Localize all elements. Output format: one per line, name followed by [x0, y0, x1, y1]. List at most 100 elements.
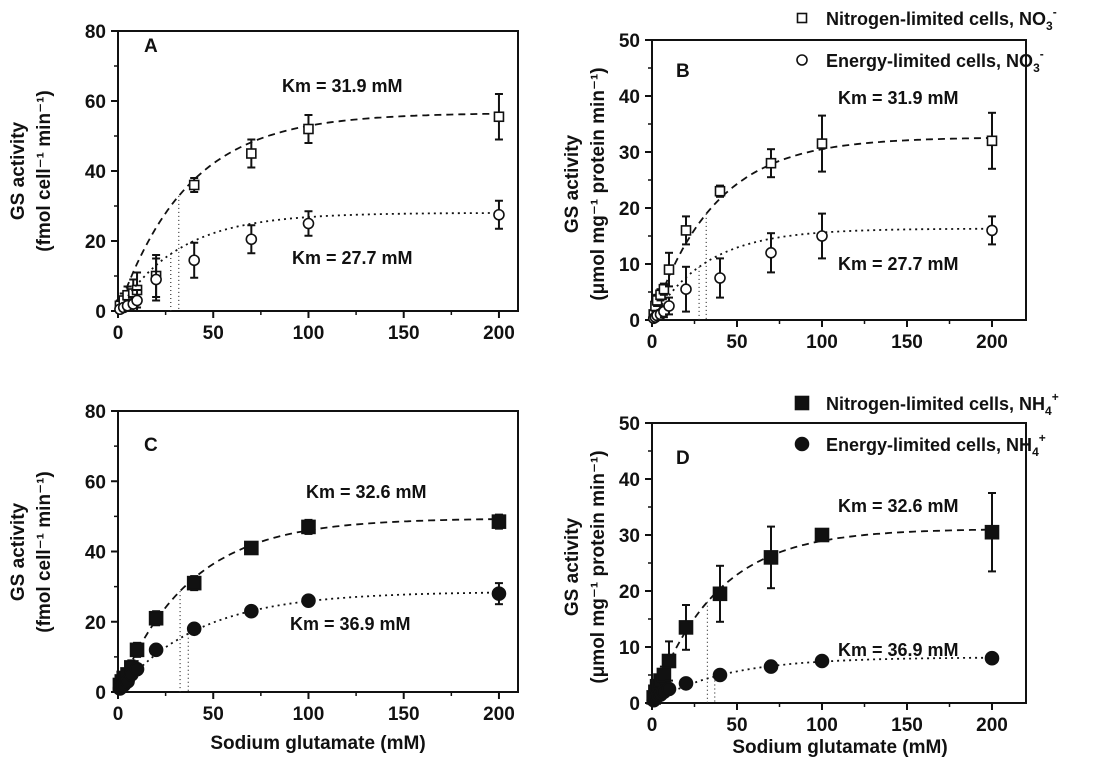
series-energy-limited — [112, 582, 507, 696]
data-point — [656, 667, 672, 683]
series-nitrogen-limited — [114, 93, 505, 312]
y-tick-label: 60 — [85, 472, 106, 493]
km-annotation: Km = 31.9 mM — [282, 76, 403, 96]
x-tick-label: 0 — [647, 332, 658, 353]
data-point — [148, 642, 164, 658]
km-annotation: Km = 27.7 mM — [838, 254, 959, 274]
y-tick-label: 40 — [85, 543, 106, 564]
data-point — [302, 217, 315, 230]
data-point — [661, 681, 677, 697]
data-point — [661, 653, 677, 669]
data-point — [186, 575, 202, 591]
series-nitrogen-limited — [112, 513, 507, 693]
y-axis-title: GS activity — [8, 502, 29, 601]
km-annotation: Km = 27.7 mM — [292, 248, 413, 268]
legend-marker — [794, 395, 810, 411]
data-point — [814, 653, 830, 669]
y-tick-label: 80 — [85, 402, 106, 423]
data-point — [680, 283, 692, 296]
data-point — [493, 208, 505, 221]
data-point — [129, 642, 145, 658]
x-tick-label: 0 — [113, 704, 124, 725]
panel-letter: B — [676, 61, 690, 82]
data-point — [246, 148, 257, 159]
data-point — [491, 586, 507, 601]
x-tick-label: 150 — [891, 332, 923, 353]
y-axis-title: GS activity — [562, 517, 583, 616]
km-annotation: Km = 31.9 mM — [838, 88, 959, 108]
y-axis-unit: (μmol mg⁻¹ protein min⁻¹) — [588, 450, 609, 683]
x-tick-label: 200 — [976, 715, 1008, 736]
data-point — [714, 272, 726, 284]
x-tick-label: 100 — [293, 704, 325, 725]
km-annotation: Km = 32.6 mM — [306, 482, 427, 502]
x-axis-title: Sodium glutamate (mM) — [210, 733, 425, 754]
x-tick-label: 150 — [388, 323, 420, 344]
series-energy-limited — [114, 199, 505, 316]
series-energy-limited — [647, 212, 998, 325]
legend-marker — [796, 54, 808, 66]
km-annotation: Km = 36.9 mM — [838, 640, 959, 660]
y-tick-label: 20 — [619, 582, 640, 603]
plot-frame — [117, 410, 519, 693]
y-tick-label: 30 — [619, 526, 640, 547]
y-tick-label: 20 — [85, 232, 106, 253]
data-point — [765, 247, 777, 259]
data-point — [984, 650, 1000, 666]
data-point — [131, 294, 143, 307]
data-point — [986, 224, 998, 237]
y-tick-label: 50 — [619, 414, 640, 435]
data-point — [658, 283, 670, 295]
panel-letter: A — [144, 36, 158, 57]
data-point — [678, 676, 694, 691]
x-tick-label: 150 — [388, 704, 420, 725]
chart-panel-c: 0 50 100 150 200 0 20 40 60 80 GS activity (fmol ce… — [8, 402, 519, 754]
data-point — [814, 527, 830, 543]
data-point — [301, 593, 316, 608]
legend-label: Energy-limited cells, NO3- — [826, 47, 1044, 75]
data-point — [663, 264, 675, 275]
legend-label: Nitrogen-limited cells, NH4+ — [826, 390, 1059, 418]
x-tick-label: 50 — [203, 704, 224, 725]
y-tick-label: 60 — [85, 92, 106, 113]
x-tick-label: 100 — [806, 715, 838, 736]
plot-frame — [651, 39, 1027, 321]
chart-panel-d: 0 50 100 150 200 0 10 20 30 40 50 GS activity (μmol … — [562, 390, 1059, 758]
x-tick-label: 50 — [726, 332, 747, 353]
y-axis-unit: (fmol cell⁻¹ min⁻¹) — [34, 90, 55, 252]
y-tick-label: 0 — [95, 683, 106, 704]
chart-panel-a: 0 50 100 150 200 0 20 40 60 80 GS activity (fmol ce… — [8, 22, 519, 344]
y-tick-label: 0 — [629, 311, 640, 332]
x-axis-title: Sodium glutamate (mM) — [732, 737, 947, 758]
data-point — [763, 659, 779, 674]
legend-label: Nitrogen-limited cells, NO3- — [826, 5, 1057, 33]
y-tick-label: 40 — [619, 470, 640, 491]
legend: Nitrogen-limited cells, NO3- Energy-limit… — [796, 5, 1057, 75]
x-tick-label: 100 — [806, 332, 838, 353]
x-tick-label: 100 — [293, 323, 325, 344]
data-point — [188, 179, 200, 191]
plot-frame — [117, 30, 519, 312]
data-point — [816, 230, 828, 242]
x-tick-label: 50 — [203, 323, 224, 344]
x-tick-label: 200 — [483, 323, 515, 344]
y-axis-unit: (fmol cell⁻¹ min⁻¹) — [34, 471, 55, 633]
data-point — [148, 610, 164, 626]
panel-letter: D — [676, 448, 690, 469]
x-tick-label: 200 — [976, 332, 1008, 353]
data-point — [129, 661, 145, 677]
series-energy-limited — [646, 650, 1000, 708]
y-tick-label: 80 — [85, 22, 106, 43]
legend-label: Energy-limited cells, NH4+ — [826, 431, 1046, 459]
data-point — [244, 540, 259, 556]
data-point — [186, 621, 202, 637]
data-point — [680, 225, 692, 236]
x-tick-label: 150 — [891, 715, 923, 736]
data-point — [301, 519, 316, 535]
km-annotation: Km = 32.6 mM — [838, 496, 959, 516]
data-point — [663, 300, 675, 312]
data-point — [678, 620, 694, 635]
data-point — [763, 550, 779, 565]
data-point — [765, 157, 777, 169]
